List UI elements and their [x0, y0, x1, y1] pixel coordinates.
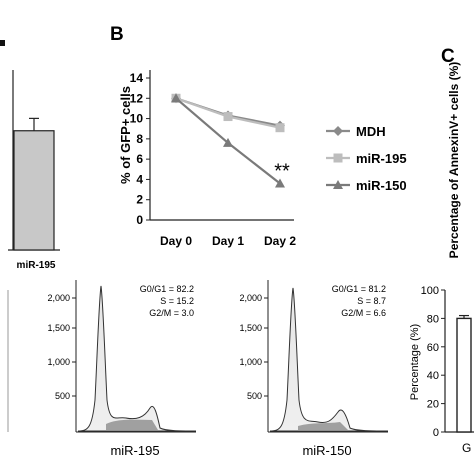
panel-letter-a-fragment	[0, 40, 5, 46]
hist2-ytick-label-1: 1,000	[239, 357, 262, 367]
hist2-g1-peak	[269, 287, 389, 432]
hist2-title: miR-150	[302, 443, 351, 458]
panel-b-significance: **	[274, 160, 290, 182]
panel-b-series-2-point-1	[223, 137, 233, 147]
panel-a-tick-label: miR-195	[17, 260, 56, 271]
panel-b-legend-label-1: miR-195	[356, 151, 407, 166]
panel-b-ylabel: % of GFP+ cells	[118, 86, 133, 184]
histogram-mir-195: 500 1,000 1,500 2,000 G0/G1 = 82.2 S = 15.2…	[47, 280, 197, 458]
panel-b-series-1-point-2	[275, 123, 285, 133]
hist1-title: miR-195	[110, 443, 159, 458]
br-bar	[456, 317, 472, 433]
hist2-stat-2: S = 8.7	[357, 296, 386, 306]
hist1-stat-2: S = 15.2	[160, 296, 194, 306]
panel-bottom-right: Percentage (%) 0 20 40 60 80 100 G	[409, 285, 474, 455]
hist1-g1-peak	[77, 285, 197, 432]
panel-b-series-1-point-1	[223, 112, 233, 122]
hist1-ytick-label-3: 2,000	[47, 293, 70, 303]
br-ytick-label-1: 20	[427, 399, 439, 411]
br-ytick-label-5: 100	[421, 285, 439, 297]
hist2-ytick-label-2: 1,500	[239, 323, 262, 333]
hist1-ytick-label-0: 500	[55, 391, 70, 401]
panel-c: Percentage of AnnexinV+ cells (%)	[447, 62, 461, 259]
br-ytick-label-0: 0	[433, 427, 439, 439]
panel-b-legend-label-0: MDH	[356, 124, 386, 139]
panel-b-ytick-label-6: 12	[130, 91, 144, 105]
hist2-ytick-label-3: 2,000	[239, 293, 262, 303]
panel-b: % of GFP+ cells 0 2 4 6 8 10 12 14 Day 0 Day 1 Da…	[118, 70, 407, 248]
hist1-ytick-label-1: 1,000	[47, 357, 70, 367]
panel-b-ytick-label-3: 6	[136, 152, 143, 166]
panel-b-ytick-label-1: 2	[136, 193, 143, 207]
hist1-stat-1: G0/G1 = 82.2	[140, 284, 194, 294]
panel-b-legend-marker-1	[333, 153, 343, 163]
hist2-stat-1: G0/G1 = 81.2	[332, 284, 386, 294]
panel-a-bar-mir-195	[13, 130, 55, 251]
hist1-s-phase-fill	[106, 419, 158, 430]
panel-b-ytick-label-2: 4	[136, 172, 143, 186]
hist2-s-phase-fill	[298, 422, 348, 430]
panel-letter-b: B	[110, 24, 124, 45]
panel-b-xtick-label-2: Day 2	[264, 234, 296, 248]
panel-b-ytick-label-5: 10	[130, 112, 144, 126]
hist2-ytick-label-0: 500	[247, 391, 262, 401]
panel-b-xtick-label-1: Day 1	[212, 234, 244, 248]
br-ytick-label-4: 80	[427, 313, 439, 325]
hist2-stat-3: G2/M = 6.6	[341, 308, 386, 318]
panel-b-legend-label-2: miR-150	[356, 178, 407, 193]
panel-a: miR-195	[8, 70, 60, 271]
panel-b-series-2-point-2	[275, 178, 285, 188]
panel-c-ylabel: Percentage of AnnexinV+ cells (%)	[447, 62, 461, 259]
br-x-label-fragment: G	[462, 441, 471, 455]
panel-b-legend-marker-0	[333, 126, 343, 136]
panel-letter-c: C	[441, 46, 455, 67]
hist1-ytick-label-2: 1,500	[47, 323, 70, 333]
panel-b-ytick-label-7: 14	[130, 71, 144, 85]
br-ytick-label-2: 40	[427, 370, 439, 382]
panel-b-ytick-label-4: 8	[136, 132, 143, 146]
br-ytick-label-3: 60	[427, 342, 439, 354]
br-ylabel: Percentage (%)	[409, 324, 421, 400]
hist1-stat-3: G2/M = 3.0	[149, 308, 194, 318]
panel-b-legend-marker-2	[333, 180, 343, 189]
panel-b-ytick-label-0: 0	[136, 213, 143, 227]
panel-b-series-2-point-0	[171, 93, 181, 103]
panel-b-xtick-label-0: Day 0	[160, 234, 192, 248]
